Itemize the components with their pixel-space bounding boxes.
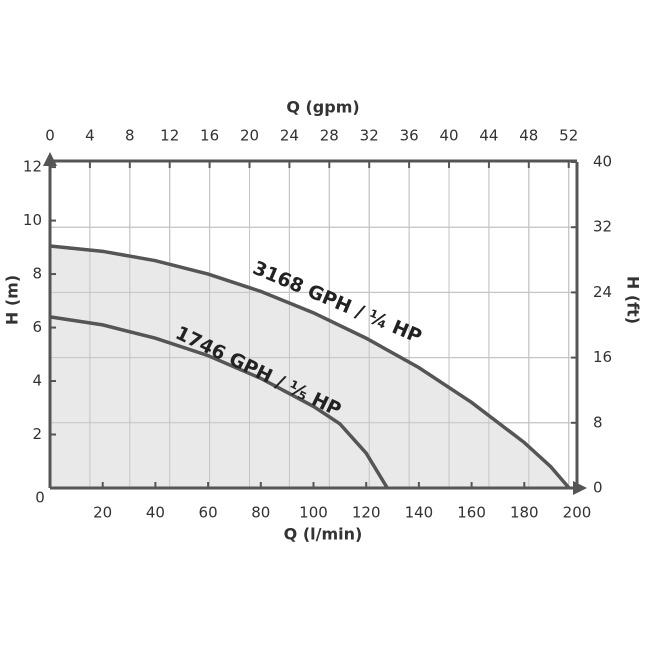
y2-axis-title: H (ft): [624, 276, 643, 324]
x2-tick-label: 40: [439, 127, 458, 145]
x-tick-label: 160: [457, 504, 486, 522]
x2-tick-label: 24: [280, 127, 299, 145]
x-tick-label: 0: [35, 489, 45, 507]
pump-curve: [49, 315, 389, 489]
y-tick-label: 4: [32, 372, 42, 390]
x-tick-label: 180: [510, 504, 539, 522]
x-tick-label: 200: [563, 504, 592, 522]
x2-axis-title: Q (gpm): [286, 98, 359, 117]
x2-tick-label: 52: [559, 127, 578, 145]
x-axis-title: Q (l/min): [284, 525, 363, 544]
x2-tick-label: 12: [160, 127, 179, 145]
x-tick-label: 60: [199, 504, 218, 522]
y-tick-label: 6: [32, 318, 42, 336]
x-tick-label: 140: [405, 504, 434, 522]
y2-tick-label: 0: [593, 479, 603, 497]
x-tick-label: 120: [352, 504, 381, 522]
y-tick-label: 12: [23, 158, 42, 176]
pump-curve: [49, 244, 571, 490]
curve-area: [50, 245, 570, 488]
x2-tick-label: 20: [240, 127, 259, 145]
x2-tick-label: 36: [400, 127, 419, 145]
y-axis-title: H (m): [3, 275, 22, 325]
x2-tick-label: 4: [85, 127, 95, 145]
y2-tick-label: 40: [593, 153, 612, 171]
y-tick-label: 10: [23, 211, 42, 229]
x2-tick-label: 32: [360, 127, 379, 145]
y2-tick-label: 16: [593, 348, 612, 366]
y-tick-label: 2: [32, 425, 42, 443]
y2-tick-label: 24: [593, 283, 612, 301]
y-tick-label: 8: [32, 265, 42, 283]
x2-tick-label: 8: [125, 127, 135, 145]
x2-tick-label: 28: [320, 127, 339, 145]
x2-tick-label: 16: [200, 127, 219, 145]
x-tick-label: 80: [251, 504, 270, 522]
x-tick-label: 100: [299, 504, 328, 522]
axis-arrow: [43, 152, 57, 166]
x-tick-label: 20: [93, 504, 112, 522]
x2-tick-label: 0: [45, 127, 55, 145]
y2-tick-label: 32: [593, 218, 612, 236]
y2-tick-label: 8: [593, 413, 603, 431]
x2-tick-label: 48: [519, 127, 538, 145]
x2-tick-label: 44: [479, 127, 498, 145]
x-tick-label: 40: [146, 504, 165, 522]
